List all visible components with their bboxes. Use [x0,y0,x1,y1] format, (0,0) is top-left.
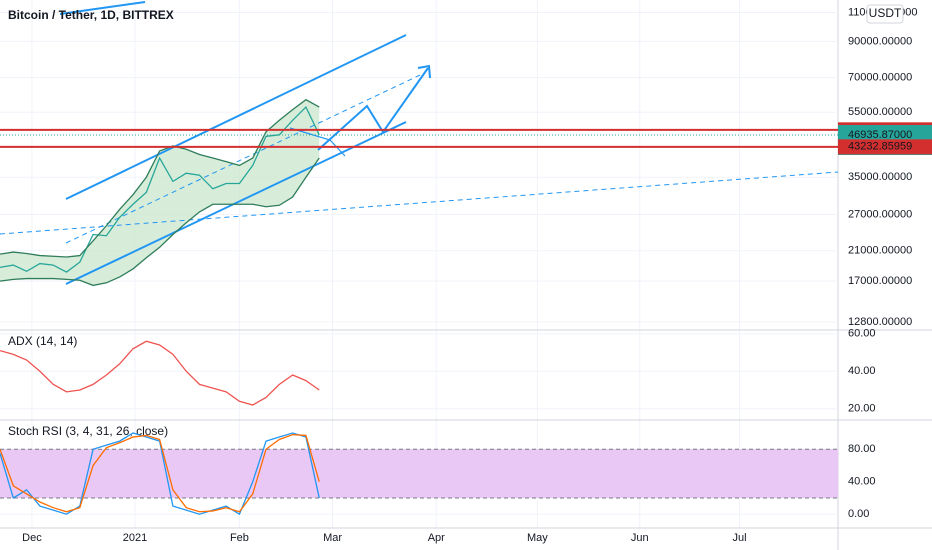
band-fill [0,449,838,498]
y-tick-label: 40.00 [848,365,876,377]
channel-mid [65,74,421,244]
y-tick-label: 40.00 [848,476,876,488]
projection-arrow [317,67,429,151]
x-tick-label: Mar [323,532,342,544]
x-tick-label: Jun [631,532,649,544]
series-line [0,98,320,258]
y-tick-label: 17000.00000 [848,275,912,287]
plot: ADX (14, 14) Stoch RSI (3, 4, 31, 26, clo… [0,98,838,516]
price-label: 43232.85959 [848,141,912,153]
x-tick-label: May [527,532,548,544]
x-tick-label: Feb [230,532,249,544]
series-line [0,340,320,406]
y-tick-label: 60.00 [848,328,876,340]
symbol-title: Bitcoin / Tether, 1D, BITTREX [8,8,174,22]
wedge [289,127,346,157]
y-tick-label: 27000.00000 [848,208,912,220]
y-tick-label: 80.00 [848,443,876,455]
currency-button[interactable] [866,4,904,24]
series-line [0,157,320,287]
x-tick-label: Apr [428,532,445,544]
price-label: 46935.87000 [848,129,912,141]
x-tick-label: 2021 [123,532,147,544]
channel-lower [65,121,407,285]
x-tick-label: Jul [733,532,747,544]
y-tick-label: 20.00 [848,403,876,415]
indicator-title: ADX (14, 14) [8,334,77,348]
price-label-box [838,139,932,155]
drawings [0,1,839,285]
y-tick-label: 0.00 [848,508,869,520]
indicator-title: Stoch RSI (3, 4, 31, 26, close) [8,424,168,438]
bollinger-fill [0,99,320,286]
series-line [0,105,320,273]
y-tick-label: 35000.00000 [848,171,912,183]
y-tick-label: 55000.00000 [848,106,912,118]
y-tick-label: 90000.00000 [848,35,912,47]
y-tick-label: 70000.00000 [848,71,912,83]
fills [0,99,838,499]
x-tick-label: Dec [22,532,42,544]
y-tick-label: 12800.00000 [848,316,912,328]
series-line [0,433,320,513]
trend-line [59,1,146,15]
y-tick-label: 21000.00000 [848,245,912,257]
currency-label[interactable]: USDT [869,6,902,20]
channel-upper [65,34,407,200]
arrow-head [417,64,431,79]
